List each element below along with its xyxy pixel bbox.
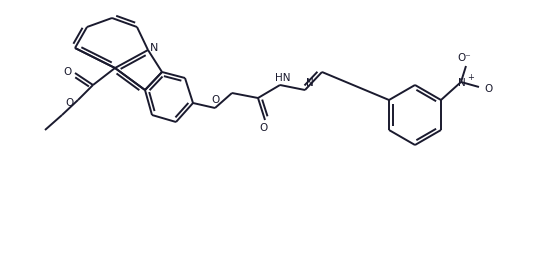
Text: HN: HN — [275, 73, 290, 83]
Text: O: O — [212, 95, 220, 105]
Text: O: O — [64, 67, 72, 77]
Text: N: N — [306, 78, 314, 88]
Text: +: + — [468, 73, 474, 82]
Text: N: N — [150, 43, 158, 53]
Text: O: O — [65, 98, 73, 108]
Text: O: O — [259, 123, 267, 133]
Text: O⁻: O⁻ — [457, 53, 471, 63]
Text: O: O — [485, 84, 493, 94]
Text: N: N — [458, 78, 466, 88]
